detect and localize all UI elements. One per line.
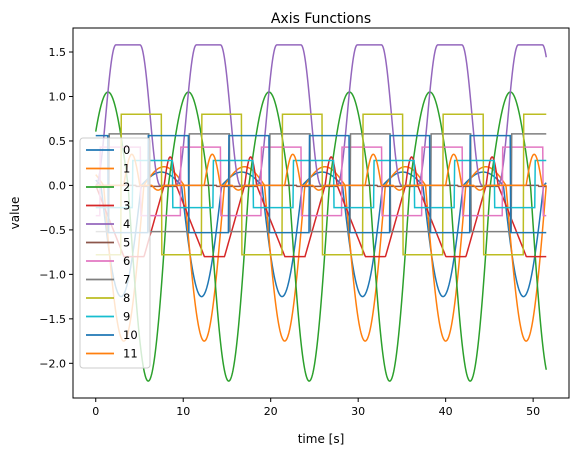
x-tick-label: 0 [92, 405, 99, 418]
y-axis-label: value [8, 197, 22, 230]
legend-label: 2 [123, 180, 130, 194]
series-line-4 [95, 44, 547, 187]
series-line-3 [95, 156, 547, 258]
legend-label: 4 [123, 217, 130, 231]
legend-box [79, 137, 151, 369]
y-tick-label: 0.0 [49, 179, 67, 192]
series-line-9 [95, 159, 547, 209]
series-line-7 [95, 133, 547, 233]
y-axis: −2.0 −1.5 −1.0 −0.5 0.0 0.5 1.0 1.5 [39, 46, 73, 370]
series-line-2 [95, 91, 547, 382]
chart-title: Axis Functions [271, 11, 371, 27]
x-tick-label: 40 [439, 405, 453, 418]
y-tick-label: 1.0 [49, 90, 67, 103]
x-tick-label: 30 [351, 405, 365, 418]
y-tick-label: −1.5 [39, 313, 66, 326]
x-tick-label: 20 [264, 405, 278, 418]
y-tick-label: −2.0 [39, 357, 66, 370]
legend-label: 8 [123, 291, 130, 305]
plot-area [95, 44, 548, 382]
series-line-10 [95, 134, 547, 234]
y-tick-label: −1.0 [39, 268, 66, 281]
y-tick-label: 0.5 [49, 135, 67, 148]
legend-label: 7 [123, 273, 130, 287]
series-line-6 [95, 146, 547, 217]
legend-label: 0 [123, 143, 130, 157]
legend-label: 10 [123, 328, 138, 342]
x-tick-label: 10 [176, 405, 190, 418]
legend: 0 1 2 3 4 5 6 7 8 9 10 11 [79, 137, 151, 369]
y-tick-label: −0.5 [39, 224, 66, 237]
legend-label: 9 [123, 310, 130, 324]
series-line-11 [95, 153, 547, 191]
legend-label: 5 [123, 236, 130, 250]
legend-label: 1 [123, 162, 130, 176]
series-line-8 [95, 113, 547, 256]
legend-label: 11 [123, 347, 138, 361]
legend-label: 6 [123, 254, 130, 268]
legend-label: 3 [123, 199, 130, 213]
x-axis: 0 10 20 30 40 50 [92, 398, 540, 418]
y-tick-label: 1.5 [49, 46, 67, 59]
axes-frame [72, 27, 570, 399]
x-tick-label: 50 [526, 405, 540, 418]
x-axis-label: time [s] [298, 432, 345, 446]
